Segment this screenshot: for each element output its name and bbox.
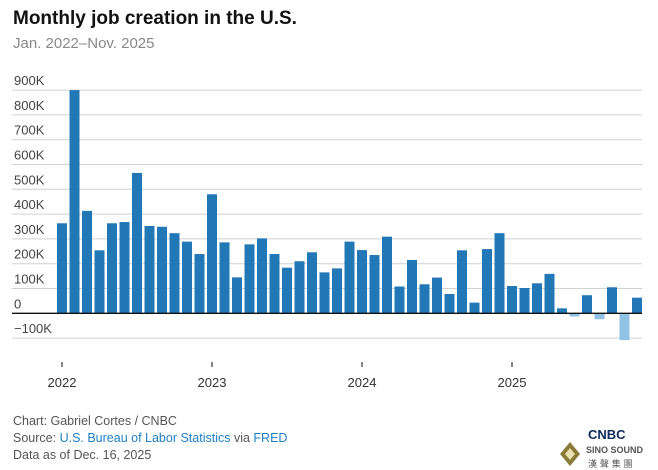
y-tick-label: 500K bbox=[14, 172, 45, 187]
y-tick-label: 900K bbox=[14, 73, 45, 88]
svg-text:CNBC: CNBC bbox=[588, 427, 626, 442]
bar bbox=[394, 286, 405, 314]
y-tick-label: 700K bbox=[14, 123, 45, 138]
bar bbox=[357, 250, 367, 314]
bar bbox=[57, 223, 67, 314]
source-line: Source: U.S. Bureau of Labor Statistics … bbox=[13, 431, 287, 446]
bar bbox=[557, 308, 567, 314]
bar bbox=[532, 283, 542, 314]
x-tick-label: 2025 bbox=[498, 375, 527, 390]
bar bbox=[282, 267, 292, 314]
bar bbox=[619, 313, 630, 341]
fred-link[interactable]: FRED bbox=[253, 431, 288, 445]
bar bbox=[119, 222, 130, 314]
bar bbox=[269, 254, 280, 314]
bar bbox=[244, 244, 255, 314]
bar bbox=[107, 223, 117, 314]
bar bbox=[82, 210, 92, 314]
bar bbox=[344, 241, 355, 314]
x-tick-label: 2022 bbox=[48, 375, 77, 390]
y-tick-label: 300K bbox=[14, 222, 45, 237]
chart-title: Monthly job creation in the U.S. bbox=[13, 8, 297, 29]
bar bbox=[94, 250, 105, 314]
cnbc-watermark-logo: CNBC SINO SOUND 漢 聲 集 團 bbox=[560, 427, 644, 470]
source-via: via bbox=[230, 431, 254, 445]
chart-credit: Chart: Gabriel Cortes / CNBC bbox=[13, 414, 177, 428]
y-tick-label: 800K bbox=[14, 98, 45, 113]
bar bbox=[569, 313, 580, 317]
bar bbox=[594, 313, 605, 320]
bar bbox=[507, 286, 517, 314]
x-tick-label: 2024 bbox=[348, 375, 377, 390]
svg-text:漢 聲 集 團: 漢 聲 集 團 bbox=[588, 458, 633, 470]
source-prefix: Source: bbox=[13, 431, 60, 445]
bar bbox=[157, 226, 167, 314]
bar bbox=[632, 297, 642, 314]
chart-subtitle: Jan. 2022–Nov. 2025 bbox=[13, 35, 155, 52]
bar-chart: 900K 800K 700K 600K 500K 400K 300K 200K 100K 0 −10… bbox=[12, 73, 642, 390]
y-tick-label: 200K bbox=[14, 247, 45, 262]
bar bbox=[232, 277, 242, 314]
bar bbox=[194, 254, 205, 314]
bar bbox=[257, 238, 267, 314]
bar bbox=[219, 242, 230, 314]
x-tick-label: 2023 bbox=[198, 375, 227, 390]
bar bbox=[494, 233, 505, 314]
bar bbox=[544, 273, 555, 314]
bar bbox=[69, 90, 80, 314]
bar bbox=[582, 295, 592, 314]
bar bbox=[419, 284, 430, 314]
bar bbox=[469, 302, 480, 314]
y-tick-label: 100K bbox=[14, 272, 45, 287]
y-tick-label: 0 bbox=[14, 296, 21, 311]
bar bbox=[332, 268, 342, 314]
bar bbox=[382, 236, 392, 314]
svg-text:SINO SOUND: SINO SOUND bbox=[586, 445, 644, 455]
bar bbox=[207, 194, 217, 314]
bar bbox=[132, 172, 142, 314]
bar bbox=[457, 250, 467, 314]
bar bbox=[432, 277, 442, 314]
y-tick-label: 400K bbox=[14, 197, 45, 212]
bar bbox=[607, 287, 617, 314]
bls-link[interactable]: U.S. Bureau of Labor Statistics bbox=[59, 431, 231, 445]
bar bbox=[369, 255, 380, 314]
bar bbox=[307, 252, 317, 314]
bar bbox=[407, 259, 417, 314]
bar bbox=[144, 226, 155, 314]
bar bbox=[182, 241, 192, 314]
y-tick-label: 600K bbox=[14, 148, 45, 163]
bar bbox=[444, 293, 455, 314]
bar bbox=[294, 261, 305, 314]
bar bbox=[169, 233, 180, 314]
data-date: Data as of Dec. 16, 2025 bbox=[13, 448, 152, 462]
y-tick-label: −100K bbox=[14, 321, 52, 336]
bar bbox=[519, 288, 530, 314]
bar bbox=[482, 249, 492, 314]
bar bbox=[319, 272, 330, 314]
